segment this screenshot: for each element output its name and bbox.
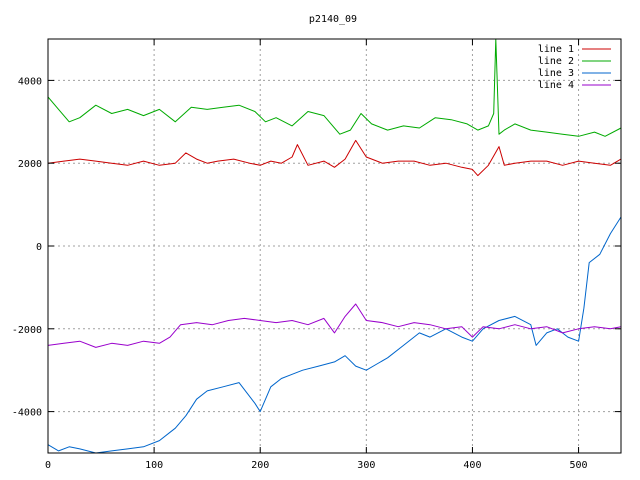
y-tick-label: 4000 bbox=[18, 76, 42, 87]
series-line-1 bbox=[48, 139, 621, 177]
x-tick-label: 100 bbox=[145, 460, 163, 471]
legend-label: line 1 bbox=[538, 44, 574, 55]
x-tick-label: 300 bbox=[357, 460, 375, 471]
y-tick-label: 0 bbox=[36, 242, 42, 253]
legend-label: line 4 bbox=[538, 80, 574, 91]
chart-title: p2140_09 bbox=[309, 14, 357, 25]
series-line-3 bbox=[48, 216, 621, 453]
series-line-2 bbox=[48, 39, 621, 137]
series-line-4 bbox=[48, 303, 621, 348]
legend-label: line 2 bbox=[538, 56, 574, 67]
legend-label: line 3 bbox=[538, 68, 574, 79]
axis-ticks: 0 100 200 300 400 500 -4000 -2000 0 2000 4000 bbox=[12, 39, 621, 471]
y-tick-label: -2000 bbox=[12, 325, 42, 336]
y-tick-label: -4000 bbox=[12, 408, 42, 419]
x-tick-label: 0 bbox=[45, 460, 51, 471]
x-tick-label: 400 bbox=[463, 460, 481, 471]
y-tick-label: 2000 bbox=[18, 159, 42, 170]
series-group bbox=[48, 39, 621, 453]
grid bbox=[48, 39, 621, 453]
x-tick-label: 500 bbox=[570, 460, 588, 471]
x-tick-label: 200 bbox=[251, 460, 269, 471]
